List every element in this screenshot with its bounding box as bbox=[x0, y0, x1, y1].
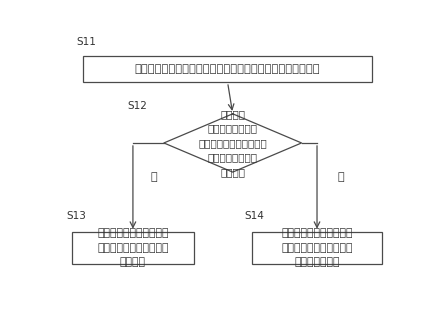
Text: S11: S11 bbox=[76, 37, 96, 47]
Text: 利用当前帧车底区域缓冲图像获取车辆的当前帧车底区域图像: 利用当前帧车底区域缓冲图像获取车辆的当前帧车底区域图像 bbox=[135, 64, 321, 74]
Text: 否: 否 bbox=[338, 172, 345, 182]
Text: S13: S13 bbox=[67, 211, 87, 221]
Text: 利用所述当前帧车底区域
图像得到下一帧车底区域
缓冲图像: 利用所述当前帧车底区域 图像得到下一帧车底区域 缓冲图像 bbox=[97, 228, 169, 267]
Text: 是: 是 bbox=[150, 172, 157, 182]
Text: 基于所述
车辆的当前状态参
数和缓冲间隔，判断是否
需要更新车底区域
缓冲图像: 基于所述 车辆的当前状态参 数和缓冲间隔，判断是否 需要更新车底区域 缓冲图像 bbox=[198, 109, 267, 177]
Text: S12: S12 bbox=[128, 101, 148, 111]
Text: S14: S14 bbox=[244, 211, 264, 221]
Bar bbox=[72, 231, 194, 264]
Bar bbox=[83, 56, 372, 82]
Text: 将所述当前帧车底区域缓
冲图像作为所述下一帧车
底区域缓冲图像: 将所述当前帧车底区域缓 冲图像作为所述下一帧车 底区域缓冲图像 bbox=[281, 228, 353, 267]
Bar bbox=[253, 231, 381, 264]
